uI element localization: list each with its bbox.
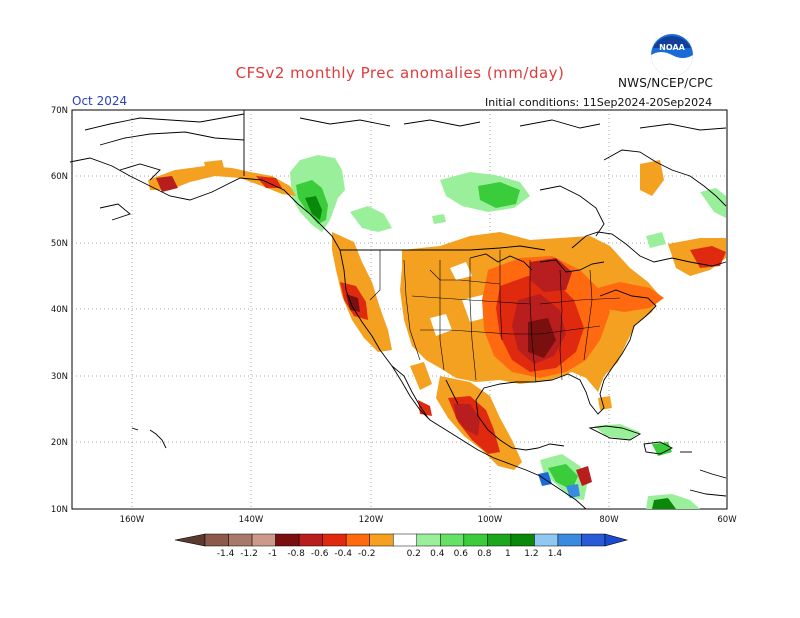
colorbar-label: -0.4 (334, 549, 352, 559)
lat-label: 20N (51, 438, 68, 448)
colorbar-label: -0.6 (311, 549, 329, 559)
colorbar-swatch (345, 533, 370, 547)
dry-anomaly-regions (148, 160, 726, 486)
lon-label: 80W (599, 515, 619, 525)
map-title: CFSv2 monthly Prec anomalies (mm/day) (235, 64, 565, 82)
colorbar-label: -1.4 (217, 549, 235, 559)
colorbar-label: 1.2 (524, 549, 538, 559)
colorbar-swatch (275, 533, 300, 547)
colorbar-arrow-left (174, 533, 206, 547)
colorbar-swatch (487, 533, 512, 547)
colorbar-swatch (369, 533, 394, 547)
lat-label: 60N (51, 172, 68, 182)
colorbar-swatch (416, 533, 441, 547)
colorbar-label: 0.8 (477, 549, 492, 559)
colorbar-label: -1.2 (240, 549, 258, 559)
colorbar-swatch (440, 533, 465, 547)
lat-label: 50N (51, 239, 68, 249)
state-borders (369, 250, 621, 383)
colorbar-swatch (557, 533, 582, 547)
lat-label: 70N (51, 106, 68, 116)
colorbar-swatch (510, 533, 535, 547)
colorbar: -1.4 -1.2 -1 -0.8 -0.6 -0.4 -0.2 0.2 0.4 0.6 0.8 1 1… (174, 533, 629, 559)
lon-label: 120W (359, 515, 384, 525)
colorbar-swatch (228, 533, 253, 547)
lon-label: 100W (478, 515, 503, 525)
coastlines (69, 110, 727, 510)
lon-label: 160W (120, 515, 145, 525)
colorbar-swatch (392, 533, 418, 547)
colorbar-swatch (463, 533, 488, 547)
colorbar-label: 0.2 (407, 549, 421, 559)
colorbar-swatch (534, 533, 559, 547)
map-content (69, 110, 727, 510)
colorbar-label: 0.6 (454, 549, 469, 559)
colorbar-label: 1.4 (548, 549, 563, 559)
colorbar-label: 0.4 (430, 549, 445, 559)
colorbar-swatch (251, 533, 276, 547)
colorbar-label: 1 (505, 549, 511, 559)
logo-text: NOAA (659, 43, 685, 52)
lat-label: 40N (51, 305, 68, 315)
lat-labels: 70N 60N 50N 40N 30N 20N 10N (51, 106, 68, 515)
colorbar-swatch (298, 533, 323, 547)
org-label: NWS/NCEP/CPC (618, 76, 714, 90)
colorbar-label: -0.8 (287, 549, 305, 559)
noaa-logo-icon: NOAA (651, 34, 693, 76)
forecast-month: Oct 2024 (72, 94, 128, 108)
lon-label: 140W (239, 515, 264, 525)
colorbar-swatch (581, 533, 606, 547)
lat-label: 30N (51, 372, 68, 382)
lon-labels: 160W 140W 120W 100W 80W 60W (120, 515, 738, 525)
colorbar-label: -0.2 (358, 549, 376, 559)
colorbar-swatch (322, 533, 347, 547)
lat-label: 10N (51, 505, 68, 515)
initial-conditions: Initial conditions: 11Sep2024-20Sep2024 (485, 96, 713, 109)
colorbar-swatch (204, 533, 229, 547)
colorbar-label: -1 (268, 549, 277, 559)
colorbar-arrow-right (604, 533, 629, 547)
lon-label: 60W (717, 515, 737, 525)
wet-anomaly-regions (290, 155, 726, 509)
